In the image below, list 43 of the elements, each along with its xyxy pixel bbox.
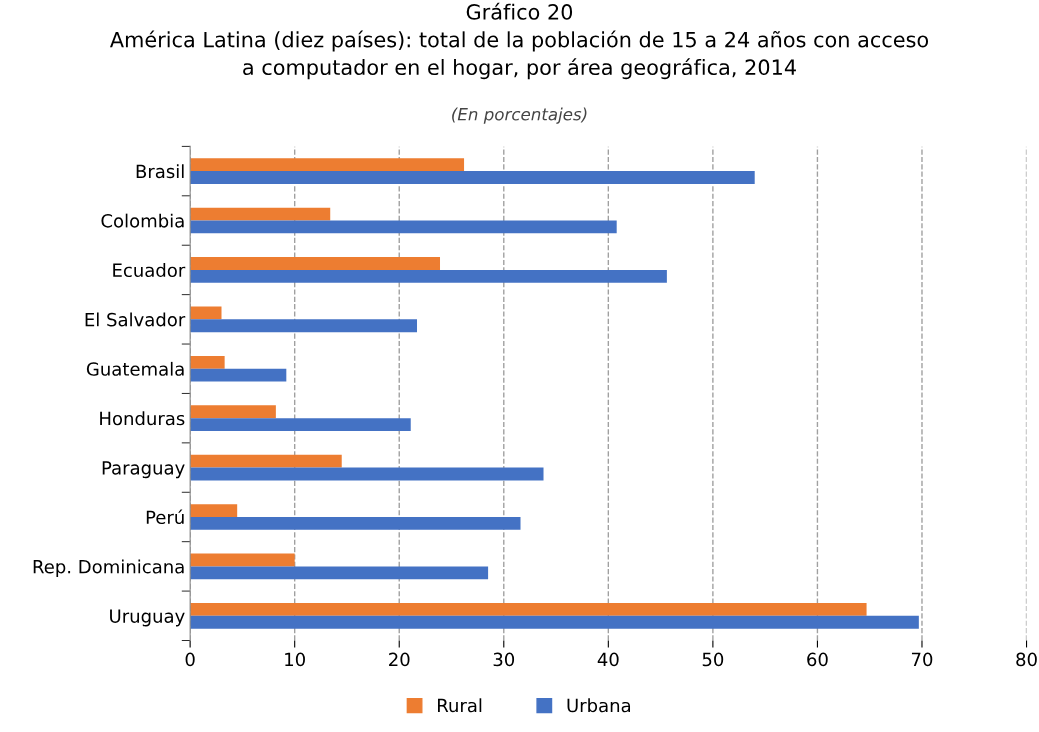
x-tick-label: 30 [493, 652, 515, 667]
legend-label: Rural [438, 698, 482, 713]
x-tick-label: 80 [1016, 652, 1037, 667]
y-tick-label: Guatemala [86, 361, 184, 376]
y-tick-label: Colombia [101, 213, 184, 228]
chart-title: Gráfico 20 América Latina (diez países): total de la población de 15 a 24 años con acceso a computador en el hogar, por área geográfica, 2014 [109, 2, 929, 80]
bar [190, 306, 222, 320]
bar [190, 368, 287, 382]
bar [190, 220, 617, 234]
bar [190, 418, 411, 431]
bar [190, 319, 418, 333]
y-tick-label: Rep. Dominicana [33, 559, 184, 577]
x-tick-label: 60 [807, 652, 828, 667]
bar [190, 504, 238, 517]
bar [190, 269, 667, 283]
y-tick-label: El Salvador [85, 312, 186, 327]
bar [190, 207, 331, 221]
y-tick-label: Honduras [100, 411, 185, 426]
bar [190, 454, 342, 468]
x-tick-label: 0 [185, 652, 195, 667]
x-tick-label: 20 [389, 652, 410, 667]
bar [190, 467, 544, 481]
bar [190, 171, 755, 184]
bar [190, 615, 919, 629]
y-tick-label: Uruguay [110, 609, 185, 627]
bar [190, 566, 489, 580]
y-tick-label: Brasil [136, 164, 184, 179]
bar [190, 158, 465, 172]
bar [190, 257, 441, 270]
legend-label: Urbana [567, 698, 631, 713]
bar [190, 405, 276, 419]
bar [190, 516, 521, 530]
y-tick-label: Paraguay [102, 461, 185, 479]
bar [190, 553, 295, 567]
y-tick-label: Ecuador [113, 263, 186, 278]
bar [190, 355, 225, 369]
x-tick-label: 50 [702, 652, 724, 667]
bar [190, 602, 867, 616]
y-tick-label: Perú [146, 509, 184, 525]
x-tick-label: 40 [597, 652, 619, 667]
x-tick-label: 70 [911, 652, 933, 667]
x-tick-label: 10 [285, 652, 305, 667]
chart-subtitle: (En porcentajes) [452, 107, 587, 124]
